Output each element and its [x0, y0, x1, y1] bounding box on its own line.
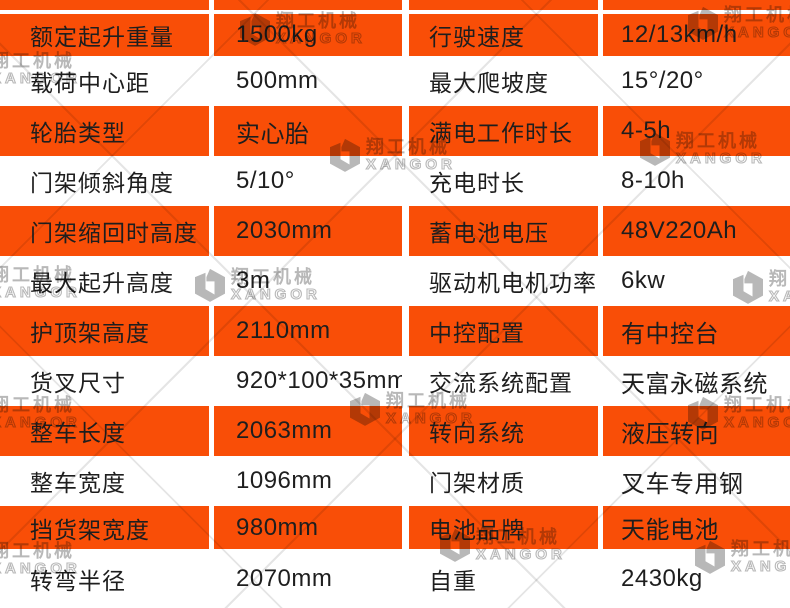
spec-label: 轮胎类型 — [0, 106, 209, 156]
spec-value: 48V220Ah — [603, 206, 790, 256]
spec-value: 2030mm — [214, 206, 402, 256]
spec-label: 护顶架高度 — [0, 306, 209, 356]
spec-label: 中控配置 — [409, 306, 598, 356]
column-divider — [402, 356, 409, 406]
spec-label: 转弯半径 — [30, 567, 126, 594]
table-row: 挡货架宽度 980mm 电池品牌 天能电池 — [0, 506, 790, 549]
column-divider — [402, 14, 409, 56]
spec-value: 920*100*35mm — [236, 367, 402, 394]
spec-value: 12/13km/h — [603, 14, 790, 56]
column-divider — [402, 256, 409, 306]
spec-label: 挡货架宽度 — [0, 506, 209, 549]
cropped-cell — [0, 0, 209, 10]
table-row: 载荷中心距 500mm 最大爬坡度 15°/20° — [0, 56, 790, 106]
spec-label: 转向系统 — [409, 406, 598, 456]
spec-label: 整车长度 — [0, 406, 209, 456]
table-row: 整车宽度 1096mm 门架材质 叉车专用钢 — [0, 456, 790, 506]
cropped-row-top — [0, 0, 790, 10]
column-divider — [402, 506, 409, 549]
spec-label: 最大爬坡度 — [429, 70, 549, 96]
spec-value: 2070mm — [236, 564, 333, 592]
spec-value: 15°/20° — [621, 67, 704, 94]
table-row: 门架缩回时高度 2030mm 蓄电池电压 48V220Ah — [0, 206, 790, 256]
column-divider — [402, 456, 409, 506]
cropped-cell — [409, 0, 598, 10]
spec-label: 电池品牌 — [409, 506, 598, 549]
spec-value: 1096mm — [236, 467, 333, 494]
table-row: 整车长度 2063mm 转向系统 液压转向 — [0, 406, 790, 456]
cropped-cell — [603, 0, 790, 10]
spec-value: 8-10h — [621, 167, 685, 194]
spec-value: 2110mm — [214, 306, 402, 356]
spec-value: 叉车专用钢 — [621, 470, 744, 498]
table-row: 转弯半径 2070mm 自重 2430kg — [0, 549, 790, 608]
column-divider — [402, 156, 409, 206]
spec-value: 天富永磁系统 — [621, 370, 768, 398]
spec-value: 有中控台 — [603, 306, 790, 356]
spec-label: 满电工作时长 — [409, 106, 598, 156]
spec-label: 交流系统配置 — [429, 370, 573, 396]
spec-label: 自重 — [429, 567, 477, 594]
spec-table: 额定起升重量 1500kg 行驶速度 12/13km/h 载荷中心距 500mm 最大爬坡度… — [0, 14, 790, 608]
column-divider — [402, 206, 409, 256]
spec-label: 载荷中心距 — [30, 70, 150, 96]
cropped-cell — [214, 0, 402, 10]
spec-label: 最大起升高度 — [30, 270, 174, 296]
spec-value: 500mm — [236, 67, 319, 94]
spec-value: 6kw — [621, 267, 666, 294]
table-row: 门架倾斜角度 5/10° 充电时长 8-10h — [0, 156, 790, 206]
table-row: 护顶架高度 2110mm 中控配置 有中控台 — [0, 306, 790, 356]
spec-value: 3m — [236, 267, 271, 294]
spec-label: 蓄电池电压 — [409, 206, 598, 256]
spec-label: 驱动机电机功率 — [429, 270, 597, 296]
column-divider — [402, 106, 409, 156]
spec-label: 整车宽度 — [30, 470, 126, 496]
spec-value: 实心胎 — [214, 106, 402, 156]
spec-value: 天能电池 — [603, 506, 790, 549]
table-row: 最大起升高度 3m 驱动机电机功率 6kw — [0, 256, 790, 306]
spec-value: 液压转向 — [603, 406, 790, 456]
spec-value: 2430kg — [621, 564, 703, 592]
spec-value: 2063mm — [214, 406, 402, 456]
spec-label: 充电时长 — [429, 170, 525, 196]
column-divider — [402, 56, 409, 106]
spec-label: 门架材质 — [429, 470, 525, 496]
column-divider — [402, 0, 409, 10]
spec-value: 980mm — [214, 506, 402, 549]
table-row: 货叉尺寸 920*100*35mm 交流系统配置 天富永磁系统 — [0, 356, 790, 406]
column-divider — [402, 406, 409, 456]
table-row: 轮胎类型 实心胎 满电工作时长 4-5h — [0, 106, 790, 156]
spec-label: 行驶速度 — [409, 14, 598, 56]
spec-value: 4-5h — [603, 106, 790, 156]
spec-label: 门架缩回时高度 — [0, 206, 209, 256]
spec-label: 货叉尺寸 — [30, 370, 126, 396]
spec-value: 1500kg — [214, 14, 402, 56]
spec-label: 门架倾斜角度 — [30, 170, 174, 196]
column-divider — [402, 306, 409, 356]
spec-value: 5/10° — [236, 167, 295, 194]
table-row: 额定起升重量 1500kg 行驶速度 12/13km/h — [0, 14, 790, 56]
column-divider — [402, 549, 409, 608]
spec-label: 额定起升重量 — [0, 14, 209, 56]
